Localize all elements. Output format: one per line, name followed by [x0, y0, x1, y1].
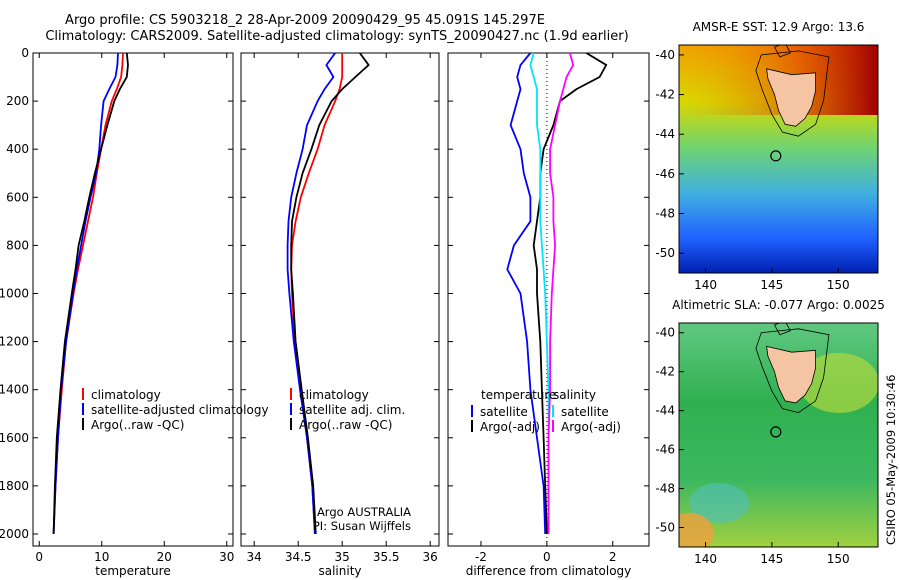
y-tick-label: -42 — [655, 365, 675, 379]
y-tick-label: 2000 — [0, 527, 29, 541]
y-tick-label: 1800 — [0, 479, 29, 493]
map-field-blob — [799, 353, 878, 413]
series-line — [532, 52, 608, 535]
tasmania-land — [766, 68, 816, 127]
island-outline — [773, 45, 791, 58]
x-tick-label: 150 — [827, 278, 850, 292]
series-line — [52, 52, 119, 535]
y-tick-label: -50 — [655, 521, 675, 535]
map-field-blob — [689, 483, 749, 523]
legend-label: satellite adj. clim. — [299, 403, 405, 417]
y-tick-label: -50 — [655, 246, 675, 260]
y-tick-label: -40 — [655, 326, 675, 340]
x-tick-label: 145 — [760, 278, 783, 292]
x-tick-label: 35 — [335, 550, 350, 564]
annotation-text: PI: Susan Wijffels — [313, 519, 411, 533]
chart-title-line2: Climatology: CARS2009. Satellite-adjuste… — [45, 29, 629, 44]
series-line — [290, 53, 344, 535]
island-outline — [773, 323, 791, 336]
x-tick-label: 0 — [35, 550, 43, 564]
legend-label: climatology — [91, 388, 161, 402]
y-tick-label: 1400 — [0, 383, 29, 397]
plot-frame — [447, 52, 650, 547]
x-tick-label: 35.5 — [373, 550, 400, 564]
x-tick-label: 30 — [219, 550, 234, 564]
series-line — [286, 52, 336, 535]
plot-frame — [32, 52, 234, 547]
y-tick-label: -44 — [655, 127, 675, 141]
y-tick-label: 800 — [6, 238, 29, 252]
x-axis-label: salinity — [318, 564, 361, 578]
series-line — [290, 52, 370, 535]
y-tick-label: 200 — [6, 94, 29, 108]
y-tick-label: 600 — [6, 190, 29, 204]
chart-title-line1: Argo profile: CS 5903218_2 28-Apr-2009 2… — [65, 13, 545, 28]
x-tick-label: 140 — [694, 278, 717, 292]
x-tick-label: 150 — [827, 552, 850, 566]
map-frame — [678, 322, 879, 548]
y-tick-label: -48 — [655, 482, 675, 496]
legend-label: Argo(..raw -QC) — [299, 418, 392, 432]
panel-map-sla: Altimetric SLA: -0.077 Argo: 0.0025 140 14… — [655, 298, 884, 566]
map-frame — [678, 44, 879, 274]
panel-temperature: 0 10 20 30 0 200 400 600 800 1000 1200 1400 1600 1800… — [0, 46, 269, 578]
y-tick-label: -44 — [655, 404, 675, 418]
tasmania-land — [766, 345, 816, 404]
legend-group-title: salinity — [553, 388, 596, 402]
argo-float-marker — [770, 426, 782, 438]
map-title: Altimetric SLA: -0.077 Argo: 0.0025 — [672, 298, 885, 312]
series-line — [52, 52, 124, 535]
x-tick-label: -2 — [475, 550, 487, 564]
series-line — [547, 52, 575, 534]
x-tick-label: 0 — [543, 550, 551, 564]
x-tick-label: 36 — [423, 550, 438, 564]
y-tick-label: -40 — [655, 48, 675, 62]
map-field-blob — [679, 513, 714, 547]
y-tick-label: 0 — [21, 46, 29, 60]
panel-map-sst: AMSR-E SST: 12.9 Argo: 13.6 140 145 150 -40 -… — [655, 20, 879, 292]
shelf-contour — [755, 50, 830, 137]
legend-label: satellite-adjusted climatology — [91, 403, 269, 417]
x-tick-label: 10 — [94, 550, 109, 564]
legend-label: Argo(-adj) — [480, 420, 540, 434]
y-tick-label: 400 — [6, 142, 29, 156]
annotation-text: Argo AUSTRALIA — [317, 505, 411, 519]
legend-label: satellite — [561, 405, 609, 419]
series-line — [506, 52, 547, 535]
y-tick-label: 1600 — [0, 431, 29, 445]
legend-label: satellite — [480, 405, 528, 419]
x-axis-label: difference from climatology — [466, 564, 632, 578]
y-tick-label: -48 — [655, 207, 675, 221]
legend-label: Argo(-adj) — [561, 420, 621, 434]
y-tick-label: -46 — [655, 443, 675, 457]
x-tick-label: 34.5 — [285, 550, 312, 564]
y-tick-label: 1000 — [0, 286, 29, 300]
series-line — [529, 52, 550, 534]
x-tick-label: 34 — [247, 550, 262, 564]
map-title: AMSR-E SST: 12.9 Argo: 13.6 — [693, 20, 865, 34]
shelf-contour — [755, 328, 830, 414]
legend-label: climatology — [299, 388, 369, 402]
series-line — [52, 52, 129, 535]
x-axis-label: temperature — [95, 564, 170, 578]
x-tick-label: 20 — [157, 550, 172, 564]
legend-label: Argo(..raw -QC) — [91, 418, 184, 432]
x-tick-label: 145 — [760, 552, 783, 566]
y-tick-label: -46 — [655, 167, 675, 181]
panel-salinity: 34 34.5 35 35.5 36 salinity climatologysatelli… — [240, 52, 440, 578]
legend-group-title: temperature — [481, 388, 556, 402]
y-tick-label: 1200 — [0, 335, 29, 349]
argo-float-marker — [770, 150, 782, 162]
x-tick-label: 140 — [694, 552, 717, 566]
x-tick-label: 2 — [609, 550, 617, 564]
plot-frame — [240, 52, 440, 547]
y-tick-label: -42 — [655, 88, 675, 102]
